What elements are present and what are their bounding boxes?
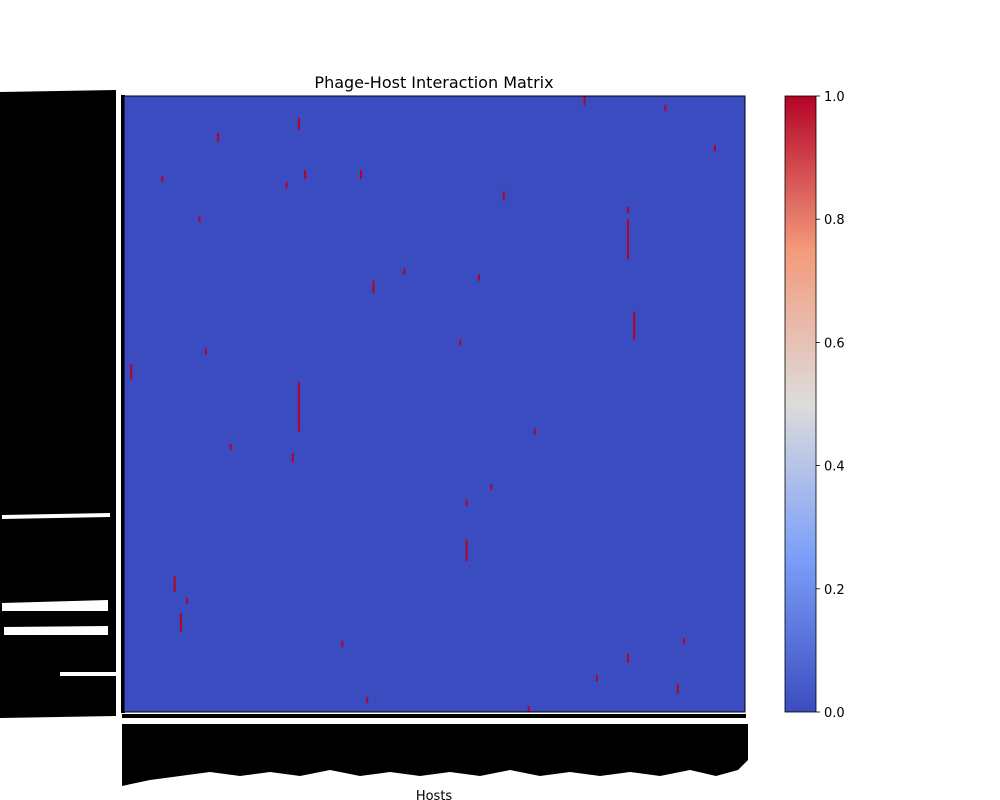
interaction-cell: [714, 145, 716, 151]
interaction-cell: [677, 684, 679, 693]
colorbar-tick-label: 0.4: [824, 460, 845, 475]
interaction-cell: [528, 706, 530, 712]
interaction-cell: [298, 118, 300, 130]
interaction-cell: [372, 281, 374, 293]
heatmap-background: [124, 96, 745, 712]
colorbar-tick-label: 0.0: [824, 706, 845, 721]
interaction-cell: [596, 675, 598, 681]
interaction-cell: [403, 269, 405, 275]
interaction-cell: [186, 598, 188, 604]
interaction-cell: [292, 453, 294, 462]
col-tick-labels: [122, 714, 748, 786]
interaction-cell: [341, 641, 343, 647]
x-axis-label: Hosts: [416, 789, 453, 800]
interaction-cell: [490, 484, 492, 490]
interaction-cell: [230, 444, 232, 450]
colorbar-tick-label: 0.8: [824, 213, 845, 228]
interaction-cell: [366, 697, 368, 703]
colorbar-tick-label: 1.0: [824, 90, 845, 105]
interaction-cell: [633, 312, 635, 340]
interaction-cell: [627, 219, 629, 259]
interaction-cell: [199, 216, 201, 222]
interaction-cell: [180, 613, 182, 632]
interaction-cell: [584, 96, 586, 105]
interaction-cell: [459, 339, 461, 345]
interaction-cell: [161, 176, 163, 182]
heatmap-plot-area: [124, 96, 745, 712]
interaction-cell: [466, 540, 468, 562]
interaction-cell: [534, 429, 536, 435]
interaction-cell: [298, 382, 300, 431]
chart-title: Phage-Host Interaction Matrix: [314, 73, 553, 92]
colorbar-tick-label: 0.2: [824, 583, 845, 598]
interaction-cell: [205, 349, 207, 355]
interaction-cell: [503, 192, 505, 201]
interaction-cell: [627, 207, 629, 213]
interaction-cell: [360, 170, 362, 179]
interaction-cell: [130, 364, 132, 379]
colorbar: 0.0 0.2 0.4 0.6 0.8 1.0: [785, 90, 845, 721]
row-tick-labels: [0, 90, 125, 718]
interaction-cell: [174, 577, 176, 592]
colorbar-gradient: [785, 96, 816, 712]
interaction-cell: [466, 500, 468, 506]
interaction-cell: [683, 638, 685, 644]
interaction-cell: [304, 170, 306, 179]
interaction-cell: [627, 654, 629, 663]
interaction-cell: [478, 275, 480, 281]
interaction-cell: [217, 133, 219, 142]
interaction-cell: [664, 105, 666, 111]
colorbar-tick-label: 0.6: [824, 336, 845, 351]
interaction-cell: [286, 182, 288, 188]
